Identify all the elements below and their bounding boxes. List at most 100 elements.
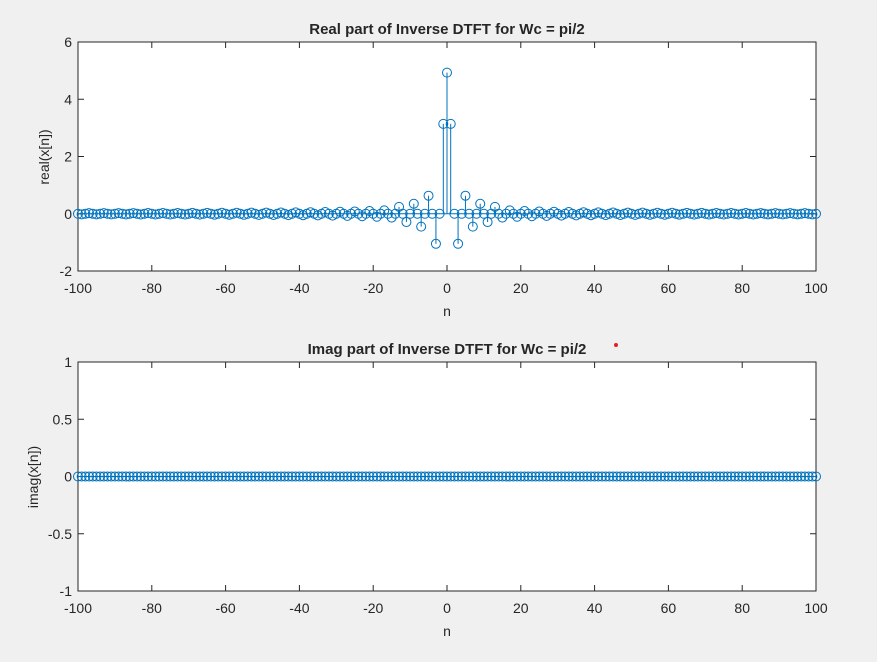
stem-marker xyxy=(460,190,471,201)
stem-marker xyxy=(482,217,493,228)
stem-marker xyxy=(792,209,803,220)
stem-marker xyxy=(763,209,774,220)
stem-marker xyxy=(98,208,109,219)
x-tick-label: 0 xyxy=(443,600,451,616)
stem-marker xyxy=(187,207,198,218)
y-tick-label: -2 xyxy=(60,263,73,279)
stem-marker xyxy=(637,207,648,218)
stem-marker xyxy=(667,207,678,218)
stem-marker xyxy=(113,208,124,219)
stem-marker xyxy=(379,205,390,216)
stem-marker xyxy=(430,238,441,249)
stem-marker xyxy=(770,208,781,219)
stem-marker xyxy=(172,207,183,218)
stem-marker xyxy=(674,209,685,220)
x-tick-label: 100 xyxy=(804,280,828,296)
stem-marker xyxy=(726,208,737,219)
stem-marker xyxy=(143,208,154,219)
stem-marker xyxy=(785,208,796,219)
stem-marker xyxy=(401,217,412,228)
imag-part-axes: Imag part of Inverse DTFT for Wc = pi/2 … xyxy=(25,341,828,639)
x-tick-label: 60 xyxy=(661,600,677,616)
stem-marker xyxy=(504,205,515,216)
x-tick-label: 40 xyxy=(587,280,603,296)
stem-marker xyxy=(442,67,452,78)
x-tick-label: 0 xyxy=(443,280,451,296)
x-tick-label: -40 xyxy=(289,280,309,296)
real-part-title: Real part of Inverse DTFT for Wc = pi/2 xyxy=(309,21,584,38)
stem-marker xyxy=(216,207,227,218)
x-tick-label: -80 xyxy=(142,280,162,296)
stem-marker xyxy=(438,118,449,129)
stem-marker xyxy=(659,209,670,220)
x-tick-label: 60 xyxy=(661,280,677,296)
y-tick-label: 4 xyxy=(64,91,72,107)
stem-marker xyxy=(150,209,161,220)
stem-marker xyxy=(180,209,191,220)
stem-marker xyxy=(512,211,523,222)
x-tick-label: 80 xyxy=(734,600,750,616)
stem-marker xyxy=(711,207,722,218)
stem-marker xyxy=(224,209,235,220)
real-part-stems xyxy=(73,67,821,249)
y-tick-label: 2 xyxy=(64,149,72,165)
stem-marker xyxy=(202,207,213,218)
x-tick-label: 100 xyxy=(804,600,828,616)
x-tick-label: -100 xyxy=(64,600,92,616)
x-tick-label: -80 xyxy=(142,600,162,616)
imag-part-title: Imag part of Inverse DTFT for Wc = pi/2 xyxy=(308,341,587,358)
stem-marker xyxy=(416,221,427,232)
stem-marker xyxy=(475,198,486,209)
x-tick-label: 40 xyxy=(587,600,603,616)
stem-marker xyxy=(364,206,375,217)
x-tick-label: -20 xyxy=(363,600,383,616)
y-tick-label: 1 xyxy=(64,354,72,370)
stem-marker xyxy=(703,209,714,220)
x-tick-label: -20 xyxy=(363,280,383,296)
x-tick-label: -40 xyxy=(289,600,309,616)
y-tick-label: 6 xyxy=(64,34,72,50)
stem-marker xyxy=(497,212,508,223)
real-part-axes: Real part of Inverse DTFT for Wc = pi/2 … xyxy=(36,21,828,319)
stem-marker xyxy=(681,207,692,218)
x-tick-label: -60 xyxy=(215,600,235,616)
stem-marker xyxy=(467,221,478,232)
imag-part-x-axis-label: n xyxy=(443,623,451,639)
imag-part-stems xyxy=(73,471,821,482)
stem-marker xyxy=(231,207,242,218)
stem-marker xyxy=(689,209,700,220)
stem-marker xyxy=(386,212,397,223)
stem-marker xyxy=(239,209,250,220)
stem-marker xyxy=(748,209,759,220)
stem-marker xyxy=(423,190,434,201)
stem-marker xyxy=(246,207,257,218)
stem-marker xyxy=(120,209,131,220)
stem-marker xyxy=(696,207,707,218)
y-tick-label: 0 xyxy=(64,469,72,485)
stem-marker xyxy=(209,209,220,220)
x-tick-label: 20 xyxy=(513,600,529,616)
real-part-y-axis-label: real(x[n]) xyxy=(36,129,52,184)
stem-marker xyxy=(652,207,663,218)
real-part-x-axis-label: n xyxy=(443,303,451,319)
stem-marker xyxy=(371,211,382,222)
stem-marker xyxy=(135,209,146,220)
stem-marker xyxy=(165,209,176,220)
stem-marker xyxy=(76,209,87,220)
stem-marker xyxy=(644,209,655,220)
stem-marker xyxy=(799,208,810,219)
y-tick-label: 0 xyxy=(64,206,72,222)
stem-marker xyxy=(718,209,729,220)
stem-marker xyxy=(128,208,139,219)
stem-marker xyxy=(194,209,205,220)
y-tick-label: -1 xyxy=(60,583,73,599)
x-tick-label: 20 xyxy=(513,280,529,296)
red-dot-marker xyxy=(614,343,618,347)
stem-marker xyxy=(157,208,168,219)
y-tick-label: -0.5 xyxy=(48,526,72,542)
stem-marker xyxy=(253,209,264,220)
stem-marker xyxy=(84,208,95,219)
y-tick-label: 0.5 xyxy=(53,411,73,427)
